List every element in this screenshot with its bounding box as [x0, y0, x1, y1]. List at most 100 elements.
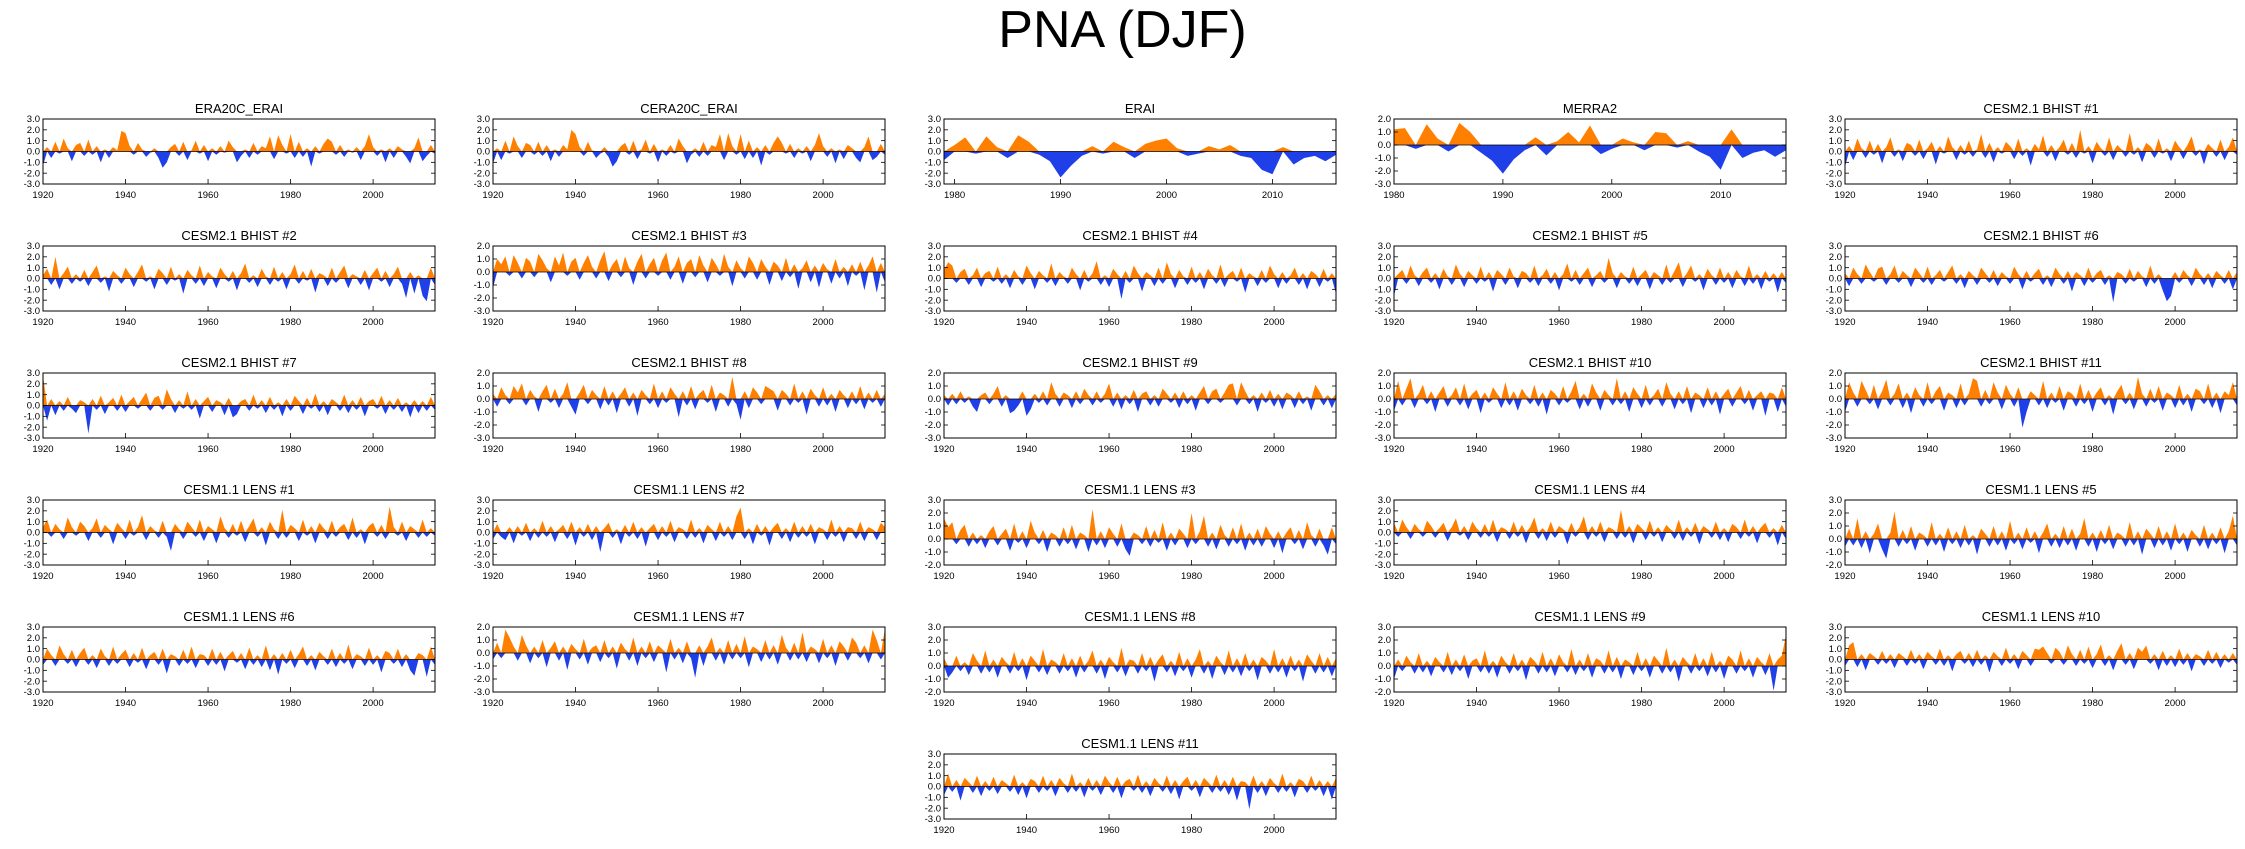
panel-title: CESM2.1 BHIST #4 [1082, 228, 1197, 243]
positive-area [944, 648, 1336, 666]
y-tick-label: -1.0 [1826, 407, 1842, 418]
panel-21: CESM1.1 LENS #63.02.01.00.0-1.0-2.0-3.01… [24, 609, 435, 709]
x-tick-label: 1980 [2082, 698, 2103, 709]
panel-title: ERAI [1125, 101, 1155, 116]
y-tick-label: 1.0 [1829, 644, 1842, 655]
panel-title: CESM1.1 LENS #8 [1084, 609, 1195, 624]
panel-title: CESM2.1 BHIST #9 [1082, 355, 1197, 370]
y-tick-label: -1.0 [1375, 539, 1391, 550]
x-tick-label: 1980 [1181, 571, 1202, 582]
y-tick-label: -1.0 [1375, 407, 1391, 418]
x-tick-label: 1960 [1999, 317, 2020, 328]
y-tick-label: -2.0 [24, 168, 40, 179]
negative-area [1394, 399, 1786, 416]
panel-12: CESM2.1 BHIST #82.01.00.0-1.0-2.0-3.0192… [474, 355, 885, 455]
y-tick-label: 1.0 [27, 644, 40, 655]
negative-area [493, 272, 885, 293]
y-tick-label: 0.0 [477, 528, 490, 539]
x-tick-label: 1980 [280, 190, 301, 201]
y-tick-label: 2.0 [477, 241, 490, 252]
y-tick-label: 2.0 [1829, 633, 1842, 644]
panel-frame [493, 373, 885, 438]
panel-11: CESM2.1 BHIST #73.02.01.00.0-1.0-2.0-3.0… [24, 355, 435, 455]
x-tick-label: 1960 [1098, 571, 1119, 582]
y-tick-label: 1.0 [928, 136, 941, 147]
positive-area [1845, 264, 2237, 278]
panel-5: CESM2.1 BHIST #13.02.01.00.0-1.0-2.0-3.0… [1826, 101, 2237, 201]
y-tick-label: -1.0 [925, 674, 941, 685]
x-tick-label: 1980 [1181, 698, 1202, 709]
x-tick-label: 1980 [944, 190, 965, 201]
x-tick-label: 1920 [482, 317, 503, 328]
x-tick-label: 2000 [1714, 444, 1735, 455]
y-tick-label: 3.0 [27, 622, 40, 633]
x-tick-label: 1940 [115, 444, 136, 455]
panel-10: CESM2.1 BHIST #63.02.01.00.0-1.0-2.0-3.0… [1826, 228, 2237, 328]
x-tick-label: 1920 [32, 190, 53, 201]
x-tick-label: 1920 [1834, 317, 1855, 328]
x-tick-label: 1980 [1631, 571, 1652, 582]
x-tick-label: 1940 [1016, 317, 1037, 328]
negative-area [493, 653, 885, 678]
positive-area [43, 644, 435, 659]
panel-14: CESM2.1 BHIST #102.01.00.0-1.0-2.0-3.019… [1375, 355, 1786, 455]
y-tick-label: -3.0 [1375, 433, 1391, 444]
panel-18: CESM1.1 LENS #33.02.01.00.0-1.0-2.019201… [925, 482, 1336, 582]
x-tick-label: 1940 [1466, 317, 1487, 328]
y-tick-label: -1.0 [24, 285, 40, 296]
y-tick-label: 0.0 [477, 147, 490, 158]
y-tick-label: 2.0 [477, 506, 490, 517]
negative-area [944, 539, 1336, 556]
y-tick-label: -3.0 [1826, 179, 1842, 190]
x-tick-label: 1980 [730, 698, 751, 709]
x-tick-label: 2000 [1714, 571, 1735, 582]
negative-area [1394, 666, 1786, 691]
x-tick-label: 1960 [647, 190, 668, 201]
y-tick-label: -2.0 [24, 422, 40, 433]
y-tick-label: -2.0 [1375, 420, 1391, 431]
y-tick-label: -1.0 [474, 407, 490, 418]
y-tick-label: 3.0 [1829, 495, 1842, 506]
panel-1: ERA20C_ERAI3.02.01.00.0-1.0-2.0-3.019201… [24, 101, 435, 201]
y-tick-label: -1.0 [474, 280, 490, 291]
x-tick-label: 1920 [482, 444, 503, 455]
panel-title: CESM2.1 BHIST #2 [181, 228, 296, 243]
x-tick-label: 2010 [1262, 190, 1283, 201]
y-tick-label: 0.0 [928, 534, 941, 545]
x-tick-label: 1960 [1999, 444, 2020, 455]
y-tick-label: -1.0 [925, 793, 941, 804]
x-tick-label: 1960 [1098, 825, 1119, 836]
positive-area [493, 251, 885, 272]
x-tick-label: 1980 [2082, 571, 2103, 582]
x-tick-label: 1980 [1181, 317, 1202, 328]
positive-area [1394, 635, 1786, 666]
x-tick-label: 1960 [647, 444, 668, 455]
y-tick-label: 1.0 [477, 136, 490, 147]
panel-8: CESM2.1 BHIST #43.02.01.00.0-1.0-2.0-3.0… [925, 228, 1336, 328]
y-tick-label: -2.0 [1826, 420, 1842, 431]
panel-title: CESM2.1 BHIST #3 [631, 228, 746, 243]
y-tick-label: 1.0 [1378, 648, 1391, 659]
y-tick-label: 2.0 [1378, 114, 1391, 125]
y-tick-label: -3.0 [24, 433, 40, 444]
negative-area [944, 666, 1336, 682]
x-tick-label: 2000 [363, 190, 384, 201]
panel-title: CESM1.1 LENS #5 [1985, 482, 2096, 497]
y-tick-label: 3.0 [1378, 622, 1391, 633]
x-tick-label: 1960 [1098, 444, 1119, 455]
y-tick-label: -1.0 [474, 539, 490, 550]
y-tick-label: -1.0 [925, 547, 941, 558]
y-tick-label: -3.0 [474, 560, 490, 571]
positive-area [944, 774, 1336, 787]
panel-13: CESM2.1 BHIST #92.01.00.0-1.0-2.0-3.0192… [925, 355, 1336, 455]
y-tick-label: -2.0 [24, 676, 40, 687]
y-tick-label: -2.0 [925, 295, 941, 306]
y-tick-label: -2.0 [1826, 168, 1842, 179]
y-tick-label: -2.0 [1375, 295, 1391, 306]
y-tick-label: 0.0 [928, 147, 941, 158]
y-tick-label: -3.0 [24, 687, 40, 698]
y-tick-label: -2.0 [925, 560, 941, 571]
x-tick-label: 2000 [1156, 190, 1177, 201]
x-tick-label: 1920 [1834, 190, 1855, 201]
y-tick-label: 3.0 [928, 114, 941, 125]
